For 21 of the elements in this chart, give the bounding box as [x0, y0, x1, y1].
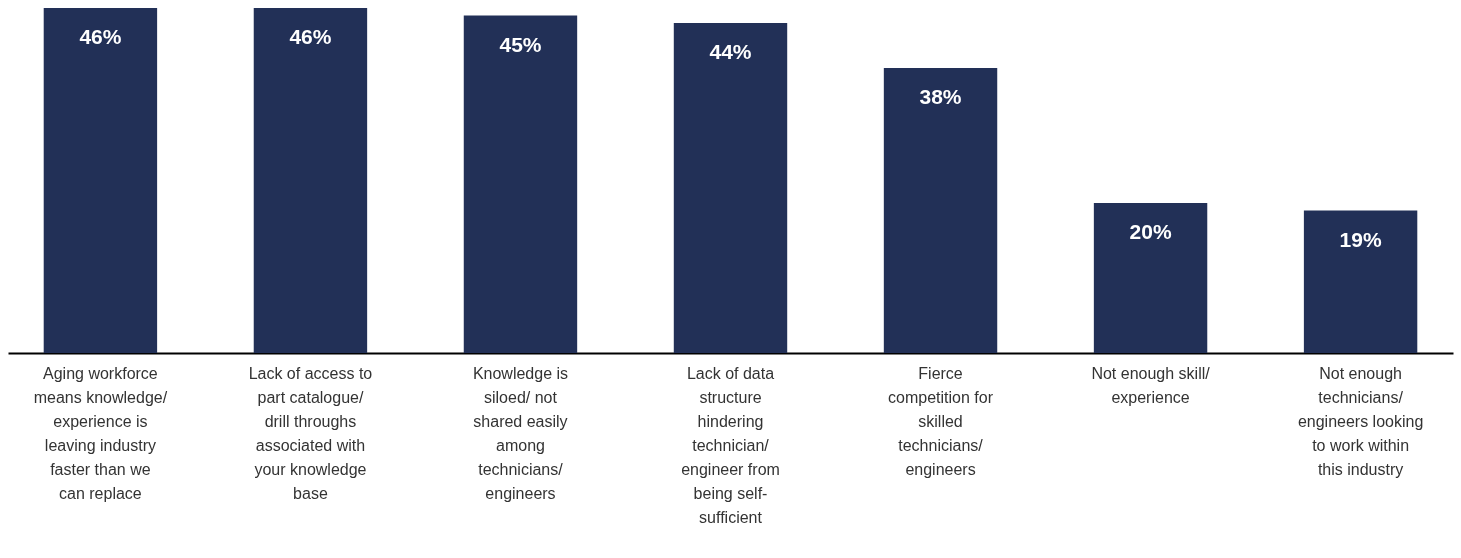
data-label: 46%: [79, 25, 122, 48]
bar: [253, 8, 368, 353]
data-label: 20%: [1129, 220, 1172, 243]
data-label: 19%: [1339, 227, 1382, 251]
data-label: 45%: [499, 32, 542, 56]
bar: [463, 15, 578, 353]
bar: [43, 8, 158, 353]
x-tick-label: Aging workforce means knowledge/ experience is leaving industry faster than we can replace: [33, 364, 168, 502]
x-tick-label: Fierce competition for skilled technicians/ engineers: [888, 364, 994, 478]
data-label: 46%: [289, 25, 332, 48]
x-tick-label: Not enough skill/ experience: [1091, 364, 1211, 406]
bar: [883, 68, 998, 353]
x-tick-label: Lack of access to part catalogue/ drill throughs associated with your knowledge base: [248, 364, 373, 502]
bar: [1303, 210, 1418, 353]
x-tick-label: Lack of data structure hindering technician/ engineer from being self-sufficient: [681, 364, 780, 526]
x-tick-label: Knowledge is siloed/ not shared easily among technicians/ engineers: [472, 364, 569, 502]
bar: [673, 23, 788, 353]
data-label: 38%: [919, 85, 962, 108]
x-tick-label: Not enough technicians/ engineers looking to work within this industry: [1297, 364, 1424, 478]
bar: [1093, 203, 1208, 353]
data-label: 44%: [709, 40, 752, 63]
